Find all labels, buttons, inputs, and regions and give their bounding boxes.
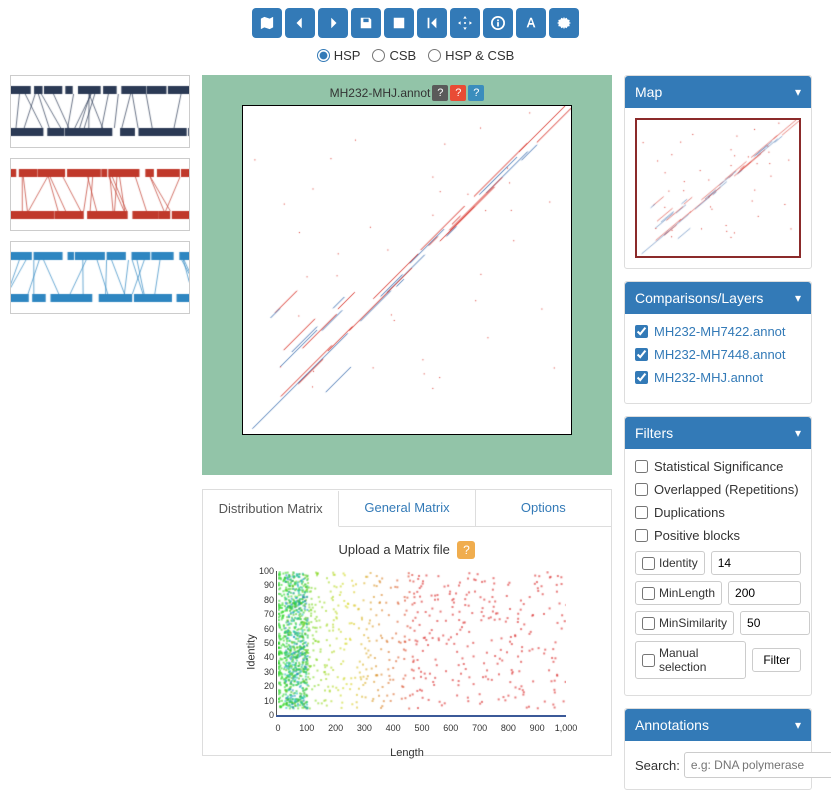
scatter-plot[interactable]: Identity Length 0102030405060708090100 0… bbox=[242, 571, 572, 741]
panel-layers-header[interactable]: Comparisons/Layers▾ bbox=[625, 282, 811, 314]
left-minimaps bbox=[10, 75, 190, 790]
panel-annotations: Annotations▾ Search: bbox=[624, 708, 812, 790]
layer-checkbox[interactable] bbox=[635, 371, 648, 384]
upload-label: Upload a Matrix file bbox=[339, 542, 450, 557]
filter-numeric: Identity bbox=[635, 551, 801, 575]
gear-button[interactable] bbox=[549, 8, 579, 38]
filter-value[interactable] bbox=[740, 611, 810, 635]
help-icon[interactable]: ? bbox=[432, 85, 448, 101]
dotplot-title: MH232-MHJ.annot bbox=[330, 86, 431, 100]
font-button[interactable] bbox=[516, 8, 546, 38]
radio-hsp[interactable]: HSP bbox=[317, 48, 361, 63]
mini-track-2[interactable] bbox=[10, 158, 190, 231]
mini-track-3[interactable] bbox=[10, 241, 190, 314]
panel-layers: Comparisons/Layers▾ MH232-MH7422.annot MH… bbox=[624, 281, 812, 404]
filter-check[interactable]: Duplications bbox=[635, 505, 801, 520]
filter-check[interactable]: Overlapped (Repetitions) bbox=[635, 482, 801, 497]
save-button[interactable] bbox=[351, 8, 381, 38]
tab-distribution[interactable]: Distribution Matrix bbox=[203, 491, 339, 527]
filter-check[interactable]: Statistical Significance bbox=[635, 459, 801, 474]
radio-hsp-csb[interactable]: HSP & CSB bbox=[428, 48, 514, 63]
panel-filters: Filters▾ Statistical Significance Overlap… bbox=[624, 416, 812, 696]
chevron-down-icon: ▾ bbox=[795, 291, 801, 305]
filter-toggle[interactable]: Identity bbox=[635, 551, 705, 575]
dotplot-canvas[interactable] bbox=[242, 105, 572, 435]
move-button[interactable] bbox=[450, 8, 480, 38]
search-input[interactable] bbox=[684, 752, 831, 778]
filter-numeric: MinSimilarity bbox=[635, 611, 801, 635]
grid-button[interactable] bbox=[384, 8, 414, 38]
help-icon[interactable]: ? bbox=[457, 541, 475, 559]
filter-toggle[interactable]: MinSimilarity bbox=[635, 611, 734, 635]
help-icon[interactable]: ? bbox=[468, 85, 484, 101]
filter-toggle[interactable]: MinLength bbox=[635, 581, 722, 605]
manual-selection-toggle[interactable]: Manual selection bbox=[635, 641, 746, 679]
filter-value[interactable] bbox=[711, 551, 801, 575]
radio-csb[interactable]: CSB bbox=[372, 48, 416, 63]
filter-button[interactable]: Filter bbox=[752, 648, 801, 672]
layer-item[interactable]: MH232-MHJ.annot bbox=[635, 370, 801, 385]
scatter-xlabel: Length bbox=[242, 747, 572, 759]
chevron-down-icon: ▾ bbox=[795, 85, 801, 99]
chevron-down-icon: ▾ bbox=[795, 718, 801, 732]
search-label: Search: bbox=[635, 758, 680, 773]
tab-panel: Upload a Matrix file ? Identity Length 0… bbox=[202, 526, 612, 756]
filter-value[interactable] bbox=[728, 581, 801, 605]
chevron-down-icon: ▾ bbox=[795, 426, 801, 440]
panel-filters-header[interactable]: Filters▾ bbox=[625, 417, 811, 449]
layer-link[interactable]: MH232-MHJ.annot bbox=[654, 370, 763, 385]
map-overview[interactable] bbox=[635, 118, 801, 258]
map-button[interactable] bbox=[252, 8, 282, 38]
layer-link[interactable]: MH232-MH7448.annot bbox=[654, 347, 786, 362]
layer-checkbox[interactable] bbox=[635, 325, 648, 338]
panel-map-header[interactable]: Map▾ bbox=[625, 76, 811, 108]
layer-checkbox[interactable] bbox=[635, 348, 648, 361]
panel-map: Map▾ bbox=[624, 75, 812, 269]
help-icon[interactable]: ? bbox=[450, 85, 466, 101]
filter-numeric: MinLength bbox=[635, 581, 801, 605]
tab-general[interactable]: General Matrix bbox=[339, 490, 475, 526]
dotplot-panel: MH232-MHJ.annot ? ? ? bbox=[202, 75, 612, 475]
tab-options[interactable]: Options bbox=[476, 490, 611, 526]
display-mode-radios: HSP CSB HSP & CSB bbox=[0, 48, 831, 63]
layer-item[interactable]: MH232-MH7448.annot bbox=[635, 347, 801, 362]
panel-annotations-header[interactable]: Annotations▾ bbox=[625, 709, 811, 741]
info-button[interactable] bbox=[483, 8, 513, 38]
prev-button[interactable] bbox=[285, 8, 315, 38]
layer-item[interactable]: MH232-MH7422.annot bbox=[635, 324, 801, 339]
first-button[interactable] bbox=[417, 8, 447, 38]
next-button[interactable] bbox=[318, 8, 348, 38]
matrix-tabs: Distribution Matrix General Matrix Optio… bbox=[202, 489, 612, 526]
layer-link[interactable]: MH232-MH7422.annot bbox=[654, 324, 786, 339]
mini-track-1[interactable] bbox=[10, 75, 190, 148]
filter-check[interactable]: Positive blocks bbox=[635, 528, 801, 543]
main-toolbar bbox=[0, 8, 831, 38]
